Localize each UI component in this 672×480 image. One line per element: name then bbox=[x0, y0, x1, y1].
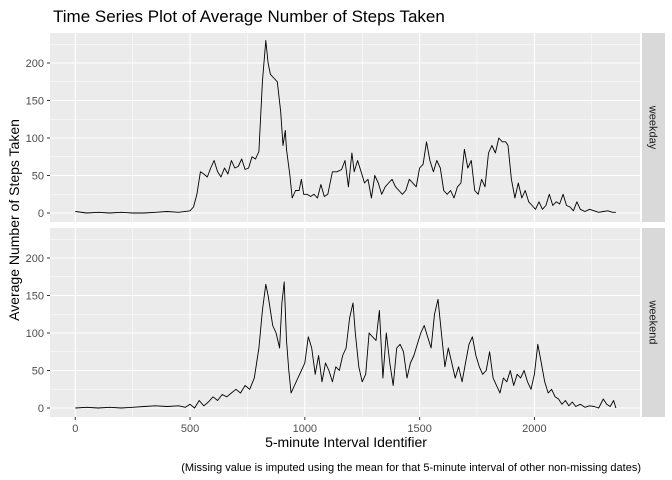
y-tick-label: 150 bbox=[26, 96, 44, 108]
chart-title: Time Series Plot of Average Number of St… bbox=[53, 7, 445, 26]
y-tick-label: 200 bbox=[26, 253, 44, 265]
y-tick-label: 150 bbox=[26, 291, 44, 303]
series-line-weekday bbox=[75, 40, 616, 214]
y-tick-label: 0 bbox=[38, 208, 44, 220]
x-tick-label: 0 bbox=[72, 423, 78, 435]
panel-background bbox=[50, 228, 640, 417]
y-tick-label: 100 bbox=[26, 328, 44, 340]
y-tick-label: 50 bbox=[32, 366, 44, 378]
x-tick-label: 2000 bbox=[522, 423, 546, 435]
x-tick-label: 500 bbox=[181, 423, 199, 435]
x-tick-label: 1000 bbox=[293, 423, 317, 435]
chart-caption: (Missing value is imputed using the mean… bbox=[181, 462, 641, 474]
facet-panel-weekend: 0 50 100 150 200 weekend bbox=[26, 228, 665, 417]
facet-strip bbox=[642, 228, 665, 417]
facet-strip-label: weekend bbox=[647, 299, 659, 344]
x-tick-label: 1500 bbox=[407, 423, 431, 435]
y-axis-title: Average Number of Steps Taken bbox=[6, 119, 22, 321]
facet-strip bbox=[642, 33, 665, 222]
facet-panel-weekday: 0 50 100 150 200 weekday bbox=[26, 33, 665, 222]
panel-background bbox=[50, 33, 640, 222]
y-tick-label: 100 bbox=[26, 133, 44, 145]
facet-strip-label: weekday bbox=[647, 105, 659, 150]
y-tick-label: 200 bbox=[26, 58, 44, 70]
y-tick-label: 0 bbox=[38, 403, 44, 415]
x-axis-title: 5-minute Interval Identifier bbox=[265, 434, 427, 450]
y-tick-label: 50 bbox=[32, 171, 44, 183]
series-line-weekend bbox=[75, 281, 617, 409]
